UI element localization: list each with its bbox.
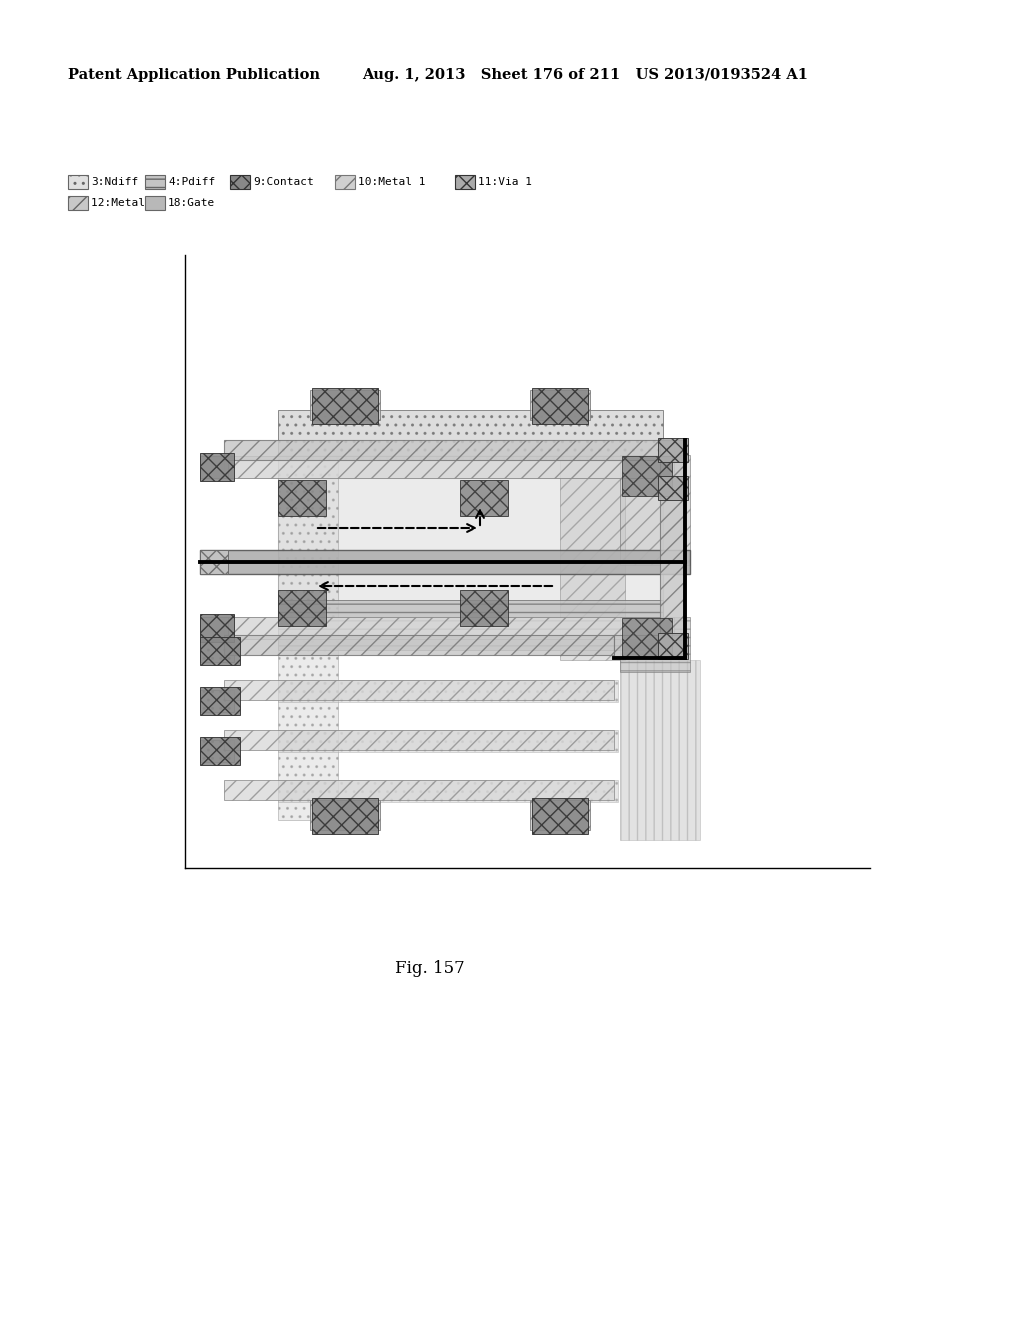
Bar: [532, 799, 588, 834]
Bar: [200, 640, 234, 663]
Text: 10:Metal 1: 10:Metal 1: [358, 177, 426, 187]
Bar: [200, 550, 228, 574]
Text: Fig. 157: Fig. 157: [395, 960, 465, 977]
Bar: [224, 440, 674, 459]
Bar: [145, 195, 165, 210]
Bar: [200, 741, 234, 762]
Bar: [278, 780, 618, 803]
Bar: [224, 780, 614, 800]
Bar: [278, 680, 618, 702]
Bar: [560, 459, 625, 660]
Bar: [460, 480, 508, 516]
Bar: [224, 616, 674, 639]
Text: 11:Via 1: 11:Via 1: [478, 177, 532, 187]
Text: 12:Metal 2: 12:Metal 2: [91, 198, 159, 209]
Bar: [68, 176, 88, 189]
Bar: [278, 455, 663, 620]
Bar: [278, 411, 663, 459]
Bar: [224, 455, 674, 478]
Bar: [335, 176, 355, 189]
Bar: [660, 440, 684, 640]
Bar: [530, 800, 590, 830]
Bar: [658, 477, 688, 500]
Text: 4:Pdiff: 4:Pdiff: [168, 177, 215, 187]
Bar: [224, 680, 614, 700]
Bar: [278, 480, 326, 516]
Bar: [310, 389, 380, 420]
Bar: [200, 453, 234, 480]
Bar: [278, 601, 663, 649]
Bar: [532, 388, 588, 424]
Bar: [230, 176, 250, 189]
Bar: [200, 737, 240, 766]
Bar: [658, 438, 688, 462]
Bar: [224, 635, 614, 655]
Bar: [200, 455, 228, 478]
Bar: [622, 618, 672, 657]
Text: 3:Ndiff: 3:Ndiff: [91, 177, 138, 187]
Bar: [620, 455, 690, 565]
Bar: [200, 690, 234, 711]
Bar: [312, 799, 378, 834]
Bar: [278, 730, 618, 752]
Text: Patent Application Publication: Patent Application Publication: [68, 69, 319, 82]
Bar: [200, 616, 228, 639]
Bar: [620, 616, 690, 672]
Text: 9:Contact: 9:Contact: [253, 177, 313, 187]
Bar: [530, 389, 590, 420]
Bar: [68, 195, 88, 210]
Bar: [312, 388, 378, 424]
Bar: [620, 660, 700, 840]
Bar: [278, 590, 326, 626]
Bar: [200, 638, 240, 665]
Bar: [200, 614, 234, 642]
Bar: [455, 176, 475, 189]
Bar: [658, 634, 688, 659]
Bar: [460, 590, 508, 626]
Bar: [278, 459, 338, 820]
Text: Aug. 1, 2013   Sheet 176 of 211   US 2013/0193524 A1: Aug. 1, 2013 Sheet 176 of 211 US 2013/01…: [362, 69, 808, 82]
Bar: [310, 800, 380, 830]
Bar: [614, 635, 684, 657]
Bar: [622, 455, 672, 496]
Bar: [145, 176, 165, 189]
Bar: [200, 550, 690, 574]
Bar: [224, 730, 614, 750]
Text: 18:Gate: 18:Gate: [168, 198, 215, 209]
Bar: [200, 686, 240, 715]
